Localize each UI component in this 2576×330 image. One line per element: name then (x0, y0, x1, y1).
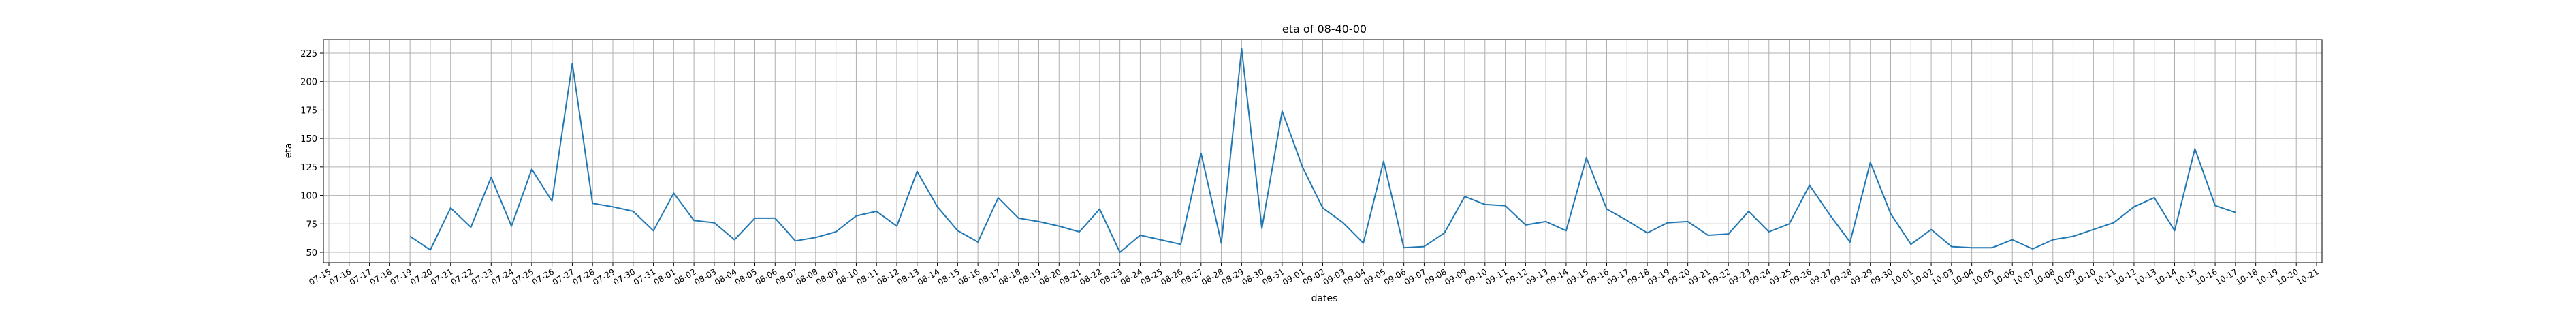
plot-frame (323, 39, 2323, 263)
y-tick-label: 200 (300, 78, 317, 88)
y-axis-label: eta (283, 143, 294, 159)
series-line (409, 48, 2236, 253)
chart-title: eta of 08-40-00 (1282, 22, 1367, 35)
y-tick-label: 100 (300, 192, 317, 202)
y-tick-label: 150 (300, 134, 317, 145)
y-tick-label: 175 (300, 106, 317, 116)
y-tick-label: 125 (300, 163, 317, 173)
y-axis-ticks: 50 75 100 125 150 175 200 225 (300, 49, 323, 258)
y-tick-label: 75 (306, 220, 317, 230)
x-axis-label: dates (1311, 293, 1338, 304)
y-tick-label: 50 (306, 248, 317, 258)
grid-lines (323, 40, 2322, 262)
y-tick-label: 225 (300, 49, 317, 59)
